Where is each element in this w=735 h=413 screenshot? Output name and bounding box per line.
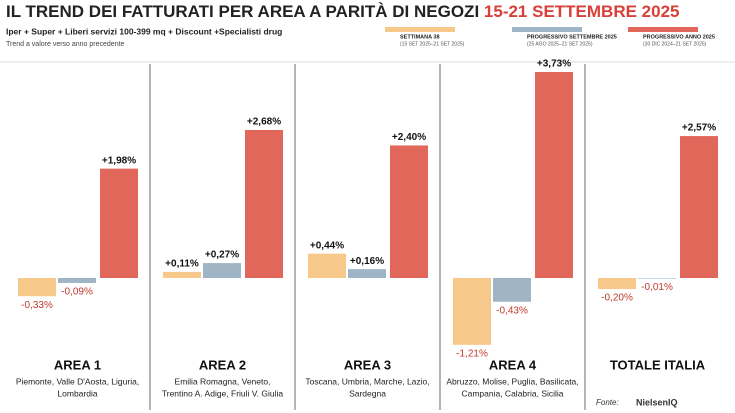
value-label: +0,27% [205,250,239,261]
bar [453,278,491,345]
category-description: Lombardia [57,388,97,398]
value-label: -0,20% [601,293,633,304]
category-description: Toscana, Umbria, Marche, Lazio, [305,376,429,386]
value-label: +2,57% [682,123,716,134]
value-label: +0,44% [310,240,344,251]
category-description: Campania, Calabria, Sicilia [461,388,563,398]
bar [163,271,201,278]
category-label: AREA 3 [344,357,391,372]
bar [348,269,386,278]
bar [390,145,428,278]
bar [245,129,283,278]
category-description: Sardegna [349,388,386,398]
bar [18,278,56,297]
source: NielsenIQ [636,397,678,407]
bar [493,278,531,302]
title-main: IL TREND DEI FATTURATI PER AREA A PARITÀ… [6,2,479,21]
category-label: AREA 2 [199,357,246,372]
category-description: Emilia Romagna, Veneto, [175,376,271,386]
category-description: Abruzzo, Molise, Puglia, Basilicata, [446,376,578,386]
value-label: +2,40% [392,132,426,143]
legend-swatch [512,27,582,32]
title-date: 15-21 SETTEMBRE 2025 [484,2,680,21]
bar [598,278,636,290]
subtitle: Iper + Super + Liberi servizi 100-399 mq… [6,26,282,36]
value-label: -0,43% [496,305,528,316]
category-label: AREA 1 [54,357,101,372]
value-label: -0,33% [21,300,53,311]
legend-label: PROGRESSIVO SETTEMBRE 2025 [527,34,617,40]
bar [100,168,138,278]
bar [203,263,241,278]
value-label: -1,21% [456,348,488,359]
bar [638,278,676,279]
value-label: -0,09% [61,287,93,298]
bar [308,253,346,278]
category-description: Piemonte, Valle D'Aosta, Liguria, [16,376,139,386]
value-label: +3,73% [537,59,571,70]
legend-period: (30 DIC 2024–21 SET 2025) [643,41,707,47]
chart-title: IL TREND DEI FATTURATI PER AREA A PARITÀ… [6,2,680,21]
value-label: +2,68% [247,117,281,128]
value-label: +1,98% [102,155,136,166]
category-description: Trentino A. Adige, Friuli V. Giulia [162,388,284,398]
legend-period: (15 SET 2025–21 SET 2025) [400,41,465,47]
legend-label: PROGRESSIVO ANNO 2025 [643,34,715,40]
note: Trend a valore verso anno precedente [6,41,125,48]
value-label: -0,01% [641,282,673,293]
bar [680,136,718,278]
legend-swatch [628,27,698,32]
source-label: Fonte: [596,398,619,407]
legend-period: (25 AGO 2025–21 SET 2025) [527,41,593,47]
category-label: TOTALE ITALIA [610,357,706,372]
bar [535,72,573,278]
value-label: +0,11% [165,259,199,270]
value-label: +0,16% [350,256,384,267]
legend-label: SETTIMANA 38 [400,34,440,40]
category-label: AREA 4 [489,357,537,372]
legend-swatch [385,27,455,32]
bar [58,278,96,283]
